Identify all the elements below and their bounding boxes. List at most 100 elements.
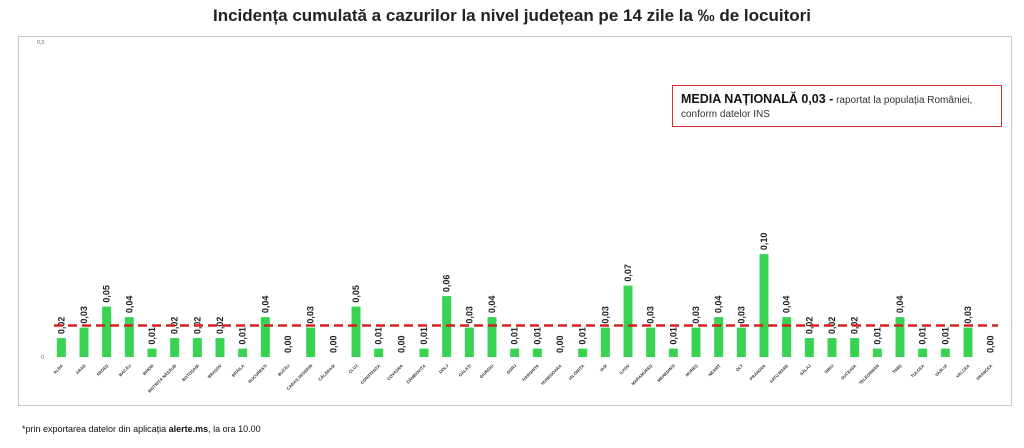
- category-label: BIHOR: [142, 363, 155, 376]
- category-label: BRĂILA: [231, 363, 246, 378]
- value-label: 0,02: [215, 317, 225, 335]
- bar: [804, 338, 814, 357]
- bar: [238, 348, 248, 357]
- national-average-description: raportat la populația României, conform …: [681, 95, 973, 120]
- category-label: SUCEAVA: [840, 363, 858, 381]
- bar: [578, 348, 588, 357]
- category-label: TELEORMAN: [858, 363, 880, 385]
- value-label: 0,04: [487, 296, 497, 314]
- value-label: 0,03: [691, 306, 701, 324]
- national-average-label: MEDIA NAȚIONALĂ 0,03 -: [681, 92, 834, 106]
- category-label: MARAMUREȘ: [630, 363, 653, 386]
- bar: [532, 348, 542, 357]
- value-label: 0,05: [351, 285, 361, 303]
- value-label: 0,01: [147, 327, 157, 345]
- bar: [736, 327, 746, 357]
- bar: [691, 327, 701, 357]
- bar: [850, 338, 860, 357]
- value-label: 0,05: [102, 285, 112, 303]
- category-label: SĂLAJ: [799, 363, 813, 377]
- y-tick-label: 0,3: [37, 40, 44, 46]
- value-label: 0,01: [532, 327, 542, 345]
- bar: [487, 317, 497, 357]
- category-label: ALBA: [52, 363, 64, 375]
- bar: [464, 327, 474, 357]
- value-label: 0,02: [804, 317, 814, 335]
- bar: [714, 317, 724, 357]
- bar: [215, 338, 225, 357]
- bar: [600, 327, 610, 357]
- value-label: 0,00: [555, 335, 565, 353]
- bar: [940, 348, 950, 357]
- category-label: IALOMIȚA: [568, 363, 586, 381]
- bar: [419, 348, 429, 357]
- value-label: 0,03: [306, 306, 316, 324]
- value-label: 0,00: [986, 335, 996, 353]
- y-tick-label: 0: [41, 355, 44, 361]
- value-label: 0,01: [419, 327, 429, 345]
- category-label: SIBIU: [823, 363, 834, 374]
- category-label: CONSTANȚA: [359, 363, 381, 385]
- category-label: GALAȚI: [457, 363, 472, 378]
- bar: [374, 348, 384, 357]
- category-label: DÂMBOVIȚA: [405, 363, 426, 384]
- bar: [827, 338, 837, 357]
- value-label: 0,07: [623, 264, 633, 282]
- value-label: 0,01: [374, 327, 384, 345]
- bar: [646, 327, 656, 357]
- category-label: ARAD: [75, 363, 87, 375]
- bar: [782, 317, 792, 357]
- value-label: 0,01: [872, 327, 882, 345]
- footnote: *prin exportarea datelor din aplicația a…: [22, 424, 261, 434]
- category-label: OLT: [735, 363, 745, 373]
- category-label: COVASNA: [386, 363, 404, 381]
- category-label: VÂLCEA: [955, 363, 971, 379]
- category-label: GIURGIU: [478, 363, 494, 379]
- category-label: BOTOȘANI: [181, 363, 200, 382]
- bar: [351, 306, 361, 357]
- category-label: ILFOV: [618, 363, 630, 375]
- bar: [918, 348, 928, 357]
- national-average-note: MEDIA NAȚIONALĂ 0,03 - raportat la popul…: [672, 85, 1002, 127]
- value-label: 0,04: [895, 296, 905, 314]
- value-label: 0,06: [442, 275, 452, 293]
- value-label: 0,01: [940, 327, 950, 345]
- bar: [895, 317, 905, 357]
- bar: [260, 317, 270, 357]
- category-label: CLUJ: [347, 363, 359, 375]
- bar: [306, 327, 316, 357]
- bar: [124, 317, 134, 357]
- category-label: BACĂU: [118, 363, 132, 377]
- value-label: 0,00: [283, 335, 293, 353]
- category-label: HUNEDOARA: [540, 363, 563, 386]
- value-label: 0,04: [714, 296, 724, 314]
- footnote-suffix: , la ora 10.00: [208, 424, 261, 434]
- category-label: CĂLĂRAȘI: [317, 363, 336, 382]
- bar: [102, 306, 112, 357]
- value-label: 0,03: [600, 306, 610, 324]
- value-label: 0,01: [918, 327, 928, 345]
- value-label: 0,03: [79, 306, 89, 324]
- category-label: DOLJ: [438, 363, 450, 375]
- value-label: 0,04: [782, 296, 792, 314]
- bar: [147, 348, 157, 357]
- footnote-app-name: alerte.ms: [168, 424, 209, 434]
- value-label: 0,03: [736, 306, 746, 324]
- footnote-prefix: *prin exportarea datelor din aplicația: [22, 424, 169, 434]
- bar: [56, 338, 66, 357]
- category-label: BRAȘOV: [206, 363, 222, 379]
- category-label: MEHEDINȚI: [656, 363, 676, 383]
- category-label: HARGHITA: [521, 363, 540, 382]
- value-label: 0,00: [396, 335, 406, 353]
- bar: [623, 285, 633, 357]
- bar: [963, 327, 973, 357]
- bar: [872, 348, 882, 357]
- value-label: 0,00: [328, 335, 338, 353]
- bar: [192, 338, 202, 357]
- value-label: 0,03: [963, 306, 973, 324]
- category-label: BUZĂU: [277, 363, 291, 377]
- value-label: 0,01: [238, 327, 248, 345]
- category-label: SATU MARE: [768, 363, 789, 384]
- category-label: IAȘI: [599, 363, 608, 372]
